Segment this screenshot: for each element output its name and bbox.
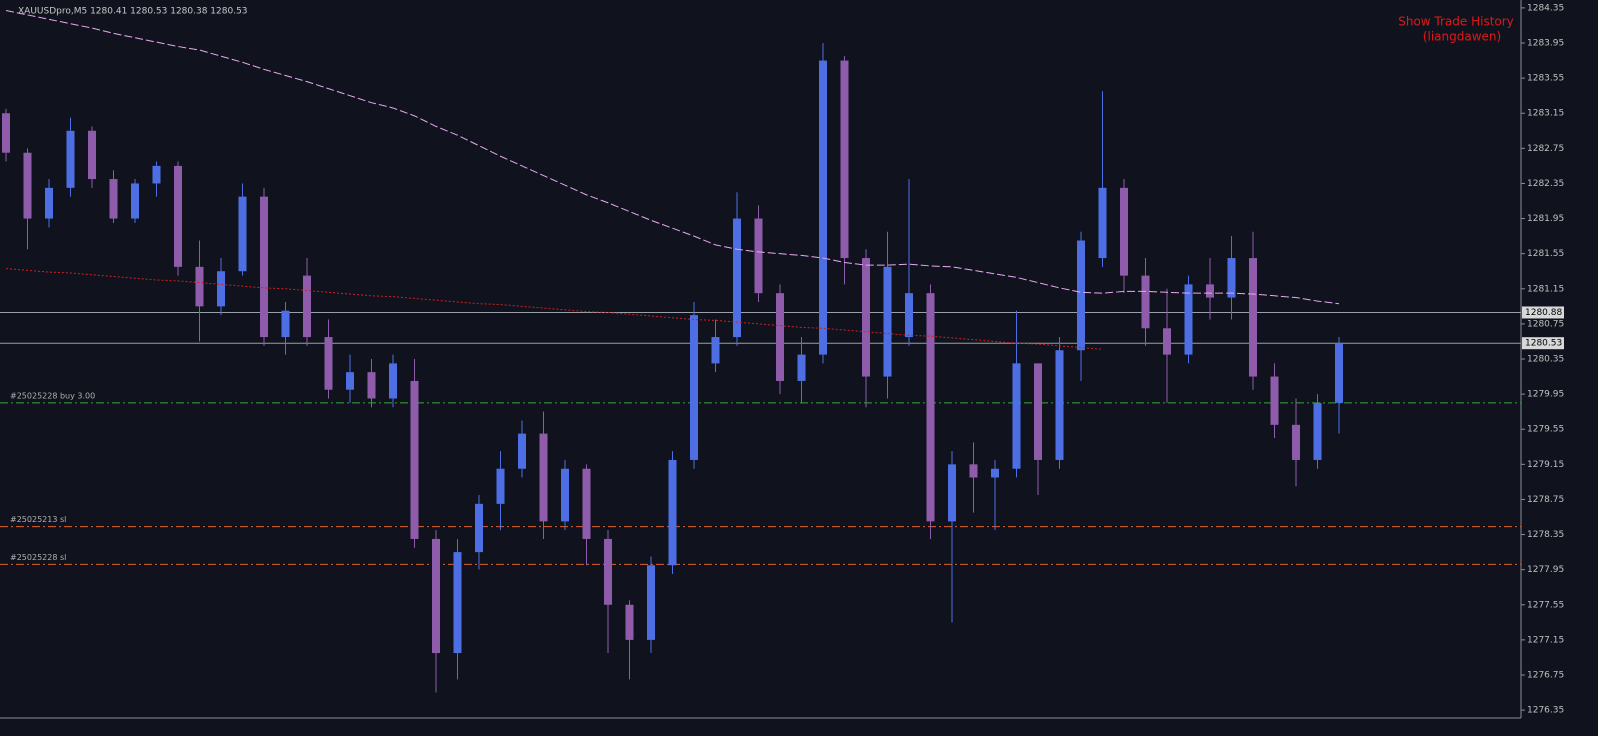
candle-body xyxy=(711,337,720,364)
candle-body xyxy=(238,196,247,272)
price-tag-label: 1280.53 xyxy=(1525,339,1562,349)
candle-body xyxy=(152,165,161,184)
moving-average xyxy=(5,10,1340,305)
y-tick-label: 1283.15 xyxy=(1527,109,1564,119)
y-tick-label: 1278.35 xyxy=(1527,530,1564,540)
candle-body xyxy=(905,293,913,338)
candle-body xyxy=(1141,275,1150,329)
candle-body xyxy=(174,165,182,267)
candle-body xyxy=(496,468,505,504)
y-tick-label: 1278.75 xyxy=(1527,495,1564,505)
y-tick-label: 1279.55 xyxy=(1527,425,1564,435)
candle-body xyxy=(539,433,548,522)
candle-body xyxy=(131,183,139,219)
candle-body xyxy=(776,293,784,381)
candle-body xyxy=(303,275,311,338)
candle-body xyxy=(991,468,999,478)
candle-body xyxy=(410,380,419,539)
y-tick-label: 1284.35 xyxy=(1527,3,1564,13)
candle-body xyxy=(1292,424,1300,460)
y-tick-label: 1281.15 xyxy=(1527,284,1564,294)
candle-body xyxy=(432,538,440,654)
candle-body xyxy=(754,218,763,294)
order-label: #25025228 sl xyxy=(10,553,66,562)
price-tag xyxy=(1522,306,1564,319)
y-tick-label: 1282.75 xyxy=(1527,144,1564,154)
candle-body xyxy=(926,293,935,522)
candle-body xyxy=(797,354,806,381)
y-tick-label: 1283.95 xyxy=(1527,39,1564,49)
candle-body xyxy=(883,266,892,377)
candle-body xyxy=(1227,258,1236,298)
y-tick-label: 1276.75 xyxy=(1527,670,1564,680)
trend-line xyxy=(5,268,1103,350)
candle-body xyxy=(1335,343,1343,403)
candle-body xyxy=(217,271,225,307)
candle-body xyxy=(346,372,354,390)
candle-body xyxy=(733,218,741,338)
candle-body xyxy=(1313,402,1322,460)
y-tick-label: 1276.35 xyxy=(1527,706,1564,716)
candle-body xyxy=(948,464,956,522)
candle-body xyxy=(1163,328,1171,355)
candle-body xyxy=(1055,350,1064,460)
y-tick-label: 1277.55 xyxy=(1527,600,1564,610)
y-tick-label: 1280.35 xyxy=(1527,355,1564,365)
y-tick-label: 1279.95 xyxy=(1527,390,1564,400)
candle-body xyxy=(453,552,462,654)
candle-body xyxy=(625,604,634,640)
candle-body xyxy=(969,464,978,478)
y-tick-label: 1281.95 xyxy=(1527,214,1564,224)
candle-body xyxy=(195,266,204,307)
candle-body xyxy=(88,130,96,180)
candle-body xyxy=(1034,363,1042,460)
order-label: #25025213 sl xyxy=(10,515,66,524)
price-tag-label: 1280.88 xyxy=(1525,308,1562,318)
candle-body xyxy=(260,196,268,338)
y-tick-label: 1277.95 xyxy=(1527,565,1564,575)
candle-body xyxy=(668,459,677,566)
candle-body xyxy=(109,179,118,219)
candle-body xyxy=(281,310,290,338)
candle-body xyxy=(1270,376,1279,425)
candle-body xyxy=(475,503,483,553)
candle-body xyxy=(66,130,75,188)
candle-body xyxy=(1206,284,1214,298)
candle-body xyxy=(1098,187,1107,259)
candle-body xyxy=(1012,363,1021,469)
y-tick-label: 1283.55 xyxy=(1527,74,1564,84)
candle-body xyxy=(862,258,870,377)
candle-body xyxy=(840,60,849,259)
candle-body xyxy=(324,337,333,390)
candle-body xyxy=(647,565,655,640)
y-tick-label: 1280.75 xyxy=(1527,319,1564,329)
order-label: #25025228 buy 3.00 xyxy=(10,391,95,400)
candle-body xyxy=(819,60,827,355)
candle-body xyxy=(561,468,569,522)
candle-body xyxy=(23,152,32,219)
y-tick-label: 1282.35 xyxy=(1527,179,1564,189)
candle-body xyxy=(582,468,591,539)
candle-body xyxy=(45,187,53,219)
candle-body xyxy=(367,372,376,399)
candle-body xyxy=(1077,240,1085,351)
candle-body xyxy=(1184,284,1193,355)
chart-title: XAUUSDpro,M5 1280.41 1280.53 1280.38 128… xyxy=(18,7,248,17)
candle-body xyxy=(690,315,698,460)
y-tick-label: 1281.55 xyxy=(1527,249,1564,259)
y-tick-label: 1277.15 xyxy=(1527,635,1564,645)
y-tick-label: 1279.15 xyxy=(1527,460,1564,470)
annotation: (liangdawen) xyxy=(1423,30,1501,44)
price-tag xyxy=(1522,337,1564,350)
annotation[interactable]: Show Trade History xyxy=(1398,15,1514,29)
candle-body xyxy=(389,363,397,399)
candle-body xyxy=(604,538,612,605)
candle-body xyxy=(1120,187,1128,276)
candle-body xyxy=(2,113,10,153)
candle-body xyxy=(1249,258,1257,377)
candle-body xyxy=(518,433,526,469)
